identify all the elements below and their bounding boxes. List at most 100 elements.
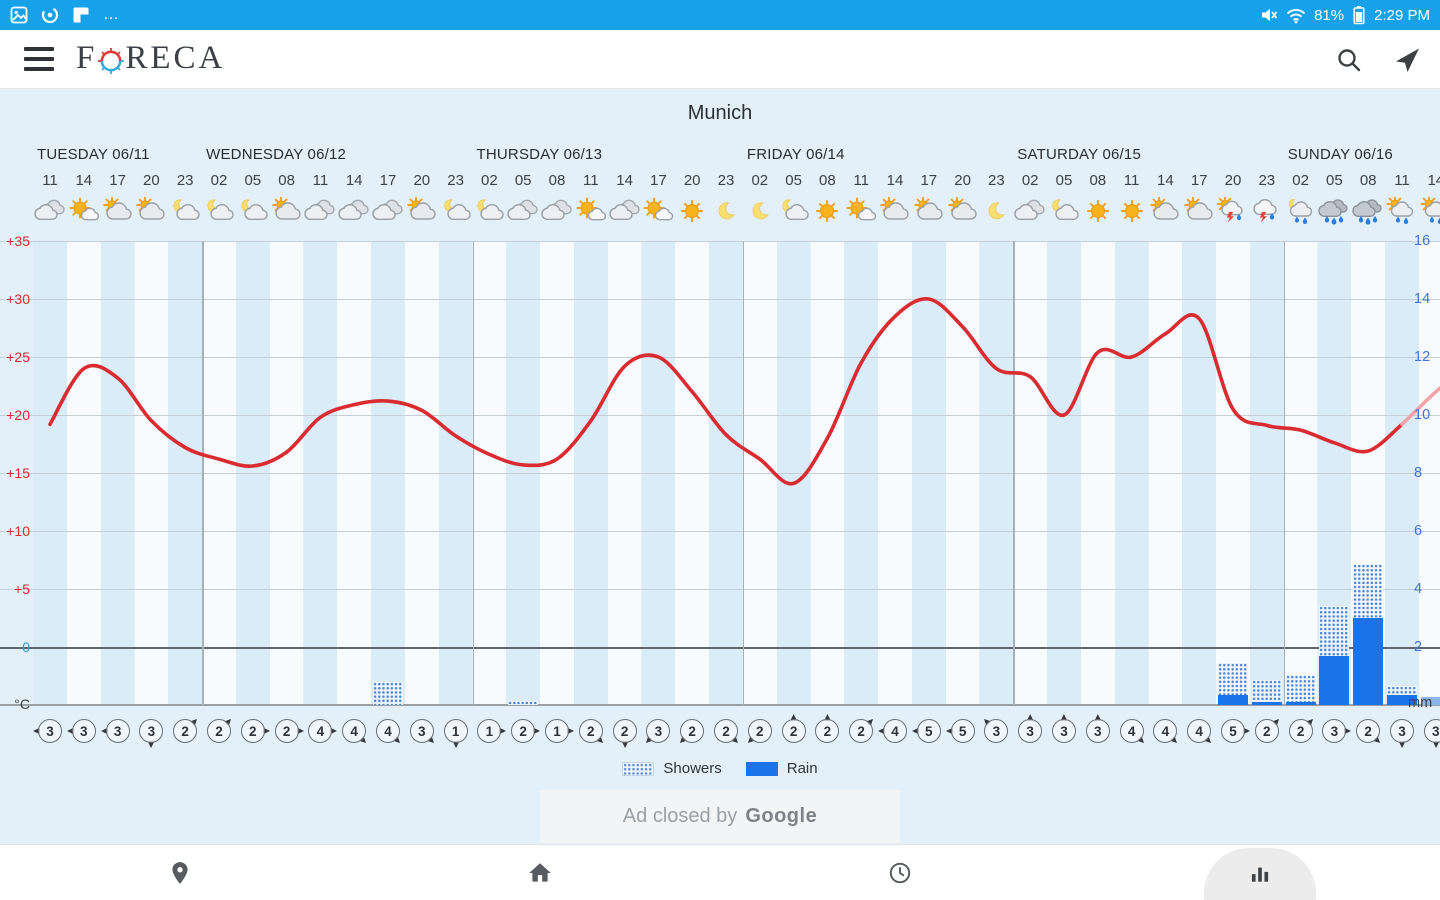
bar-chart-icon xyxy=(1251,867,1269,882)
grid-line xyxy=(0,589,1440,590)
wind-indicator: ▲ 2 xyxy=(236,716,272,746)
hour-label: 02 xyxy=(481,172,498,189)
wind-speed-value: 4 xyxy=(376,719,400,743)
wind-speed-value: 5 xyxy=(1221,719,1245,743)
day-separator xyxy=(1283,241,1286,705)
grid-line xyxy=(0,647,1440,649)
wind-direction-arrow: ▲ xyxy=(1024,711,1036,724)
wind-indicator: ▲ 2 xyxy=(1284,713,1318,746)
wind-indicator: ▲ 4 xyxy=(876,716,912,746)
forecast-chart[interactable]: TUESDAY 06/11 WEDNESDAY 06/12 THURSDAY 06/… xyxy=(0,88,1440,845)
wind-speed-value: 3 xyxy=(1322,719,1347,743)
wind-indicator: ▲ 2 xyxy=(608,716,642,751)
wind-speed-value: 3 xyxy=(71,719,96,743)
wind-indicator: ▲ 2 xyxy=(202,713,237,746)
hour-label: 05 xyxy=(1326,172,1343,189)
location-title: Munich xyxy=(687,102,753,124)
nav-locations-tab[interactable] xyxy=(140,845,220,900)
temp-axis-tick: +30 xyxy=(6,291,30,307)
showers-bar xyxy=(1251,680,1282,705)
weather-icon-rain xyxy=(1352,199,1382,225)
wind-speed-value: 2 xyxy=(680,719,705,743)
hour-label: 02 xyxy=(1021,172,1039,189)
wind-speed-value: 2 xyxy=(1356,719,1381,743)
wind-speed-value: 3 xyxy=(1018,719,1043,743)
hour-label: 08 xyxy=(278,172,295,189)
wind-indicator: ▲ 2 xyxy=(1351,716,1386,749)
precip-axis-tick: 2 xyxy=(1414,639,1423,655)
hour-label: 11 xyxy=(42,172,58,189)
hour-label: 08 xyxy=(1089,172,1107,189)
weather-icon-mostly-sunny xyxy=(846,197,877,221)
hour-label: 08 xyxy=(819,172,836,189)
wind-indicator: ▲ 4 xyxy=(303,716,340,746)
hour-label: 14 xyxy=(1427,172,1440,189)
nav-home-tab[interactable] xyxy=(500,845,580,900)
hour-label: 17 xyxy=(109,172,126,189)
hour-label: 20 xyxy=(683,172,701,189)
hour-label: 11 xyxy=(1123,172,1140,189)
nav-charts-tab[interactable] xyxy=(1220,845,1300,900)
wind-indicator: ▲3 xyxy=(1081,712,1115,746)
wind-indicator: ▲ 4 xyxy=(1115,716,1149,749)
hour-label: 05 xyxy=(514,172,532,189)
hour-label: 17 xyxy=(379,172,397,189)
locate-button[interactable] xyxy=(1390,44,1424,78)
grid-line xyxy=(0,299,1440,300)
day-label: SUNDAY 06/16 xyxy=(1287,146,1393,163)
weather-icon-mostly-sunny xyxy=(69,197,99,221)
hour-label: 17 xyxy=(920,172,938,189)
logo-sun-icon xyxy=(98,47,125,74)
wind-indicator: ▲ 4 xyxy=(371,716,406,749)
clock-icon xyxy=(889,862,911,883)
wind-indicator: ▲3 xyxy=(134,716,168,751)
wind-speed-value: 3 xyxy=(646,719,671,743)
navigate-arrow-icon xyxy=(1396,48,1419,72)
weather-icon-night-cloud xyxy=(173,199,200,221)
day-separator xyxy=(1013,241,1015,705)
showers-swatch xyxy=(622,761,655,776)
weather-icon-cloudy xyxy=(338,199,369,221)
wind-direction-arrow: ▲ xyxy=(821,711,833,724)
weather-icon-night-cloud xyxy=(241,199,268,221)
forecast-chart-canvas[interactable]: TUESDAY 06/11 WEDNESDAY 06/12 THURSDAY 06/… xyxy=(0,88,1440,845)
rain-bar xyxy=(1285,702,1316,705)
precip-axis-tick: 6 xyxy=(1414,523,1423,539)
wind-speed-value: 2 xyxy=(511,719,536,743)
wind-indicator: ▲ 2 xyxy=(574,716,608,749)
precip-axis-tick: 16 xyxy=(1414,233,1431,249)
status-bar: … 81% 2:29 PM xyxy=(0,0,1440,30)
menu-button[interactable] xyxy=(24,47,54,71)
wind-indicator: ▲ 2 xyxy=(709,716,744,749)
clock-time: 2:29 PM xyxy=(1374,6,1430,24)
wind-indicator: ▲ 5 xyxy=(943,716,980,746)
hour-label: 14 xyxy=(1157,172,1174,189)
search-icon xyxy=(1338,48,1361,71)
wind-indicator: ▲3 xyxy=(31,716,67,746)
search-button[interactable] xyxy=(1332,44,1366,78)
rain-swatch xyxy=(745,761,778,776)
wind-direction-arrow: ▲ xyxy=(788,711,800,724)
wind-indicator: ▲3 xyxy=(405,716,439,749)
nav-history-tab[interactable] xyxy=(860,845,940,900)
weather-icon-night-cloud xyxy=(477,199,505,221)
wind-speed-value: 2 xyxy=(815,719,840,743)
grid-line xyxy=(0,415,1440,416)
battery-percent: 81% xyxy=(1314,6,1345,24)
day-label: TUESDAY 06/11 xyxy=(37,146,150,163)
x-axis-line xyxy=(0,704,1440,706)
wind-speed-value: 2 xyxy=(207,719,231,743)
weather-icon-night-cloud xyxy=(1052,199,1079,221)
rain-bar xyxy=(1387,694,1417,705)
wind-speed-value: 1 xyxy=(477,719,502,743)
wind-indicator: ▲ 2 xyxy=(675,716,709,749)
weather-icon-clear-night xyxy=(718,202,735,220)
showers-bar xyxy=(373,681,403,705)
temp-axis-tick: +20 xyxy=(6,407,30,423)
wind-indicator: ▲ 5 xyxy=(909,716,946,746)
wifi-icon xyxy=(1286,8,1306,23)
hour-label: 11 xyxy=(853,172,869,189)
showers-bar xyxy=(508,700,539,705)
weather-icon-cloudy xyxy=(507,199,538,221)
weather-icon-sunny xyxy=(1086,199,1109,223)
